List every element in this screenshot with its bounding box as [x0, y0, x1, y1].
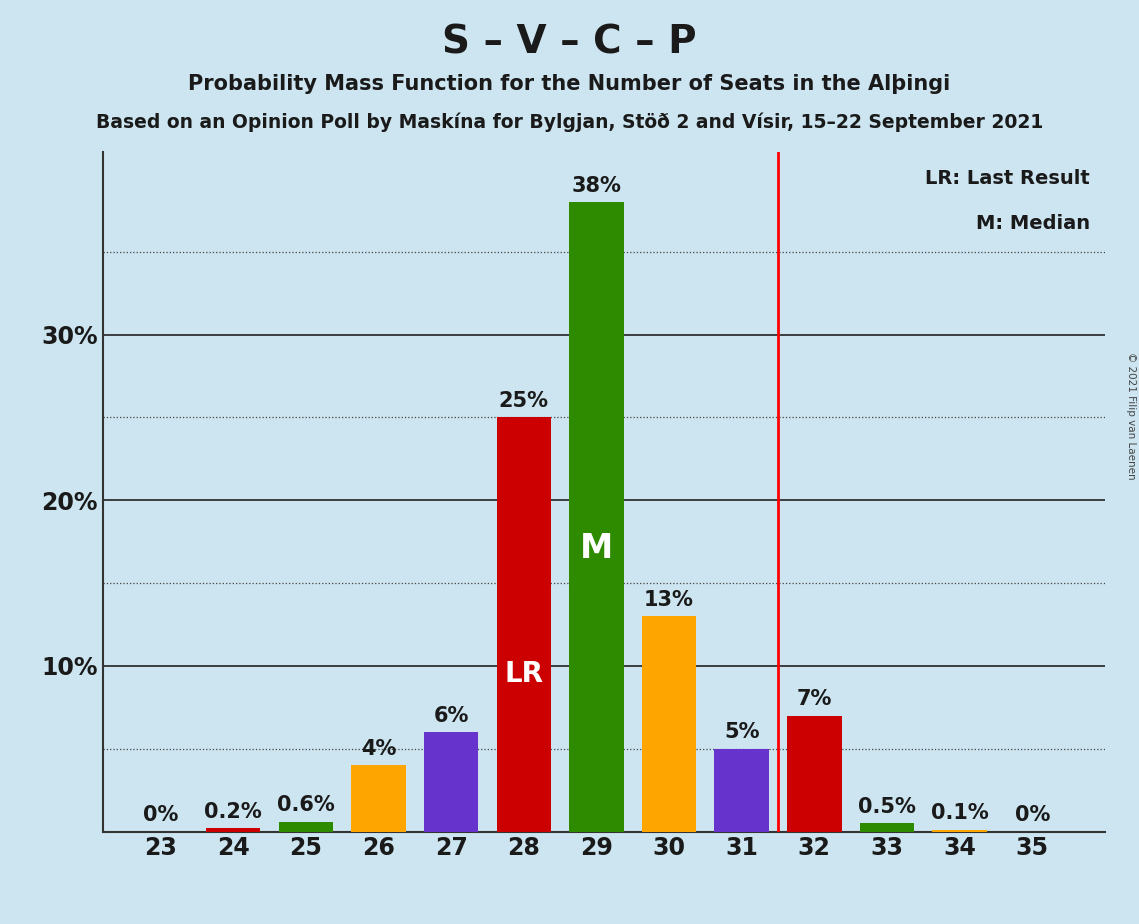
- Text: Based on an Opinion Poll by Maskína for Bylgjan, Stöð 2 and Vísir, 15–22 Septemb: Based on an Opinion Poll by Maskína for …: [96, 113, 1043, 132]
- Text: 4%: 4%: [361, 738, 396, 759]
- Bar: [424, 732, 478, 832]
- Bar: [206, 828, 261, 832]
- Text: Probability Mass Function for the Number of Seats in the Alþingi: Probability Mass Function for the Number…: [188, 74, 951, 94]
- Text: 0.6%: 0.6%: [277, 795, 335, 815]
- Bar: [351, 765, 405, 832]
- Text: 13%: 13%: [644, 590, 694, 610]
- Text: © 2021 Filip van Laenen: © 2021 Filip van Laenen: [1126, 352, 1136, 480]
- Bar: [860, 823, 915, 832]
- Bar: [933, 830, 986, 832]
- Text: 0%: 0%: [1015, 805, 1050, 825]
- Text: 6%: 6%: [434, 706, 469, 725]
- Text: LR: Last Result: LR: Last Result: [925, 169, 1090, 188]
- Bar: [497, 418, 551, 832]
- Bar: [714, 748, 769, 832]
- Bar: [787, 716, 842, 832]
- Bar: [641, 616, 696, 832]
- Text: LR: LR: [505, 661, 543, 688]
- Text: 0%: 0%: [142, 805, 179, 825]
- Text: 5%: 5%: [724, 723, 760, 742]
- Text: S – V – C – P: S – V – C – P: [442, 23, 697, 61]
- Text: 38%: 38%: [572, 176, 622, 196]
- Text: 7%: 7%: [796, 689, 831, 709]
- Text: 25%: 25%: [499, 391, 549, 411]
- Text: 0.5%: 0.5%: [858, 796, 916, 817]
- Bar: [279, 821, 333, 832]
- Text: M: Median: M: Median: [976, 213, 1090, 233]
- Text: M: M: [580, 532, 613, 565]
- Text: 0.1%: 0.1%: [931, 803, 989, 823]
- Bar: [570, 202, 624, 832]
- Text: 0.2%: 0.2%: [204, 802, 262, 821]
